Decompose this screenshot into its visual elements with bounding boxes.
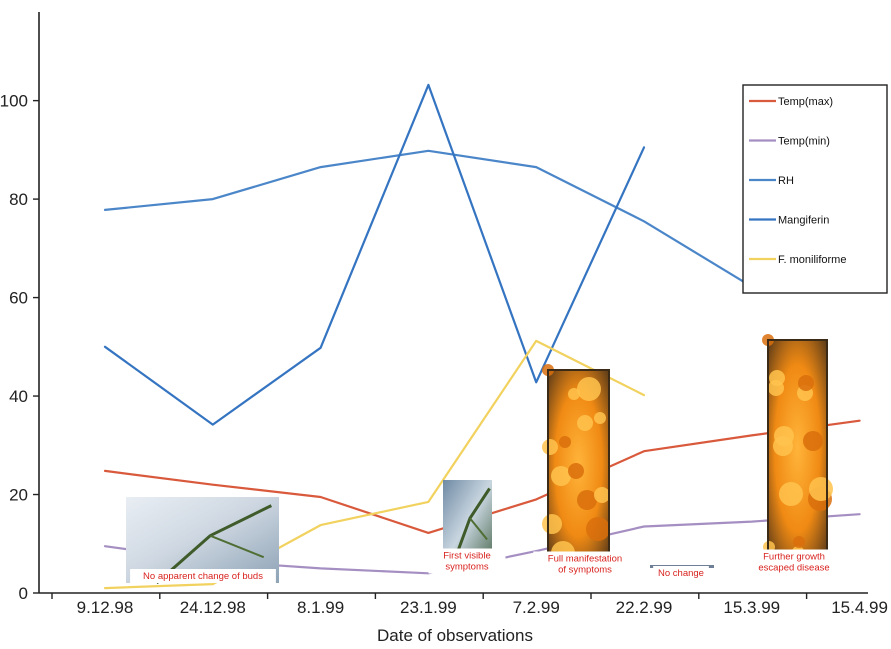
legend: Temp(max) Temp(min) RH Mangiferin F. monilif… xyxy=(742,84,888,294)
x-axis-title: Date of observations xyxy=(377,626,533,645)
blossom-mark xyxy=(542,514,562,534)
annotation-caption: Further growth escaped disease xyxy=(758,552,829,574)
x-tick-label: 8.1.99 xyxy=(297,598,344,617)
photo-layer: No apparent change of buds First visible s… xyxy=(126,334,838,585)
caption-background xyxy=(750,549,838,575)
x-tick-label: 24.12.98 xyxy=(180,598,246,617)
blossom-mark xyxy=(809,477,833,501)
blossom-mark xyxy=(774,426,794,446)
annotation-15-3-99: No change xyxy=(650,565,714,580)
annotation-photo xyxy=(126,497,279,583)
y-tick-label: 40 xyxy=(9,387,28,406)
legend-label-temp-min: Temp(min) xyxy=(778,136,830,148)
blossom-mark xyxy=(577,377,601,401)
x-tick-label: 22.2.99 xyxy=(616,598,673,617)
caption-background xyxy=(653,566,709,580)
blossom-mark xyxy=(577,490,597,510)
caption-line: No apparent change of buds xyxy=(143,571,263,582)
legend-label-f-moniliforme: F. moniliforme xyxy=(778,254,846,266)
y-tick-label: 80 xyxy=(9,190,28,209)
caption-line: Full manifestation xyxy=(548,554,622,565)
caption-line: No change xyxy=(658,568,704,579)
leaf-mark xyxy=(209,534,265,559)
x-tick-label: 9.12.98 xyxy=(77,598,134,617)
leaf-mark xyxy=(469,517,488,541)
blossom-mark xyxy=(769,370,785,386)
blossom-mark xyxy=(803,431,823,451)
blossom-mark xyxy=(542,439,558,455)
blossom-mark xyxy=(559,436,571,448)
blossom-mark xyxy=(577,415,593,431)
annotation-23-1-99: First visible symptoms xyxy=(428,480,506,574)
caption-background xyxy=(533,551,637,577)
blossom-mark xyxy=(793,536,805,548)
series-line-mangiferin xyxy=(103,83,646,426)
annotation-24-12-98: No apparent change of buds xyxy=(126,497,279,585)
y-tick-label: 20 xyxy=(9,486,28,505)
annotation-caption: No apparent change of buds xyxy=(143,571,263,582)
blossom-mark xyxy=(798,375,814,391)
annotation-caption: No change xyxy=(658,568,704,579)
annotation-15-4-99: Further growth escaped disease xyxy=(750,334,838,575)
caption-line: escaped disease xyxy=(758,563,829,574)
legend-label-mangiferin: Mangiferin xyxy=(778,215,829,227)
y-tick-label: 0 xyxy=(19,584,28,603)
annotation-caption: Full manifestation of symptoms xyxy=(548,554,622,576)
caption-line: symptoms xyxy=(445,562,489,573)
y-tick-label: 60 xyxy=(9,289,28,308)
x-tick-label: 15.3.99 xyxy=(723,598,780,617)
legend-label-temp-max: Temp(max) xyxy=(778,96,833,108)
legend-label-rh: RH xyxy=(778,175,794,187)
blossom-mark xyxy=(594,487,610,503)
series-line-f-moniliforme xyxy=(103,339,646,590)
caption-background xyxy=(428,548,506,574)
blossom-mark xyxy=(594,412,606,424)
x-tick-label: 23.1.99 xyxy=(400,598,457,617)
y-ticks: 0 20 40 60 80 100 xyxy=(0,92,39,603)
x-ticks: 9.12.98 24.12.98 8.1.99 23.1.99 7.2.99 22.2.9… xyxy=(51,593,888,617)
series-line-rh xyxy=(103,149,861,288)
annotation-caption: First visible symptoms xyxy=(443,551,491,573)
blossom-mark xyxy=(568,463,584,479)
blossom-mark xyxy=(779,482,803,506)
caption-line: of symptoms xyxy=(558,565,612,576)
caption-line: Further growth xyxy=(763,552,825,563)
x-tick-label: 7.2.99 xyxy=(513,598,560,617)
blossom-mark xyxy=(586,517,610,541)
caption-line: First visible xyxy=(443,551,491,562)
caption-background xyxy=(130,569,276,583)
y-tick-label: 100 xyxy=(0,92,28,111)
axes xyxy=(38,12,868,594)
blossom-mark xyxy=(551,466,571,486)
annotation-22-2-99: Full manifestation of symptoms xyxy=(533,364,637,577)
blossom-mark xyxy=(568,388,580,400)
x-tick-label: 15.4.99 xyxy=(831,598,888,617)
